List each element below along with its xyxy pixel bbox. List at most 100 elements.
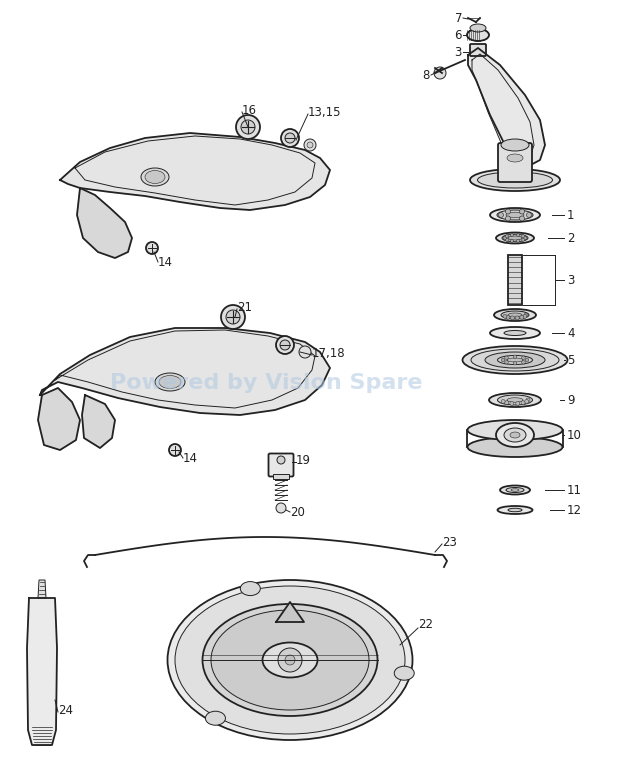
Circle shape — [510, 402, 514, 405]
Circle shape — [241, 120, 255, 134]
Circle shape — [517, 233, 519, 236]
Polygon shape — [468, 48, 545, 168]
Polygon shape — [77, 188, 132, 258]
Ellipse shape — [506, 487, 524, 493]
Circle shape — [521, 235, 525, 238]
Ellipse shape — [504, 330, 526, 336]
Circle shape — [523, 314, 527, 318]
Ellipse shape — [485, 352, 545, 368]
Text: 14: 14 — [158, 256, 173, 269]
Text: 7: 7 — [455, 11, 462, 24]
Ellipse shape — [206, 711, 225, 725]
Ellipse shape — [467, 420, 563, 440]
Circle shape — [236, 115, 260, 139]
Circle shape — [285, 133, 295, 143]
Ellipse shape — [501, 139, 529, 151]
FancyBboxPatch shape — [269, 454, 293, 477]
Ellipse shape — [262, 643, 318, 678]
Ellipse shape — [168, 580, 413, 740]
Polygon shape — [60, 133, 330, 210]
Text: 16: 16 — [242, 103, 257, 116]
Ellipse shape — [471, 349, 559, 371]
FancyBboxPatch shape — [508, 255, 522, 305]
Text: 10: 10 — [567, 428, 582, 441]
Ellipse shape — [497, 210, 533, 220]
Polygon shape — [27, 598, 57, 745]
Text: 3: 3 — [567, 274, 575, 287]
FancyBboxPatch shape — [273, 474, 289, 479]
Ellipse shape — [141, 168, 169, 186]
Text: 23: 23 — [442, 536, 457, 549]
Ellipse shape — [240, 581, 260, 596]
Ellipse shape — [507, 358, 523, 362]
Circle shape — [526, 213, 531, 217]
Text: 1: 1 — [567, 209, 575, 222]
Ellipse shape — [467, 437, 563, 457]
Circle shape — [511, 316, 514, 320]
Ellipse shape — [496, 233, 534, 243]
Ellipse shape — [508, 508, 522, 512]
Circle shape — [522, 356, 525, 360]
Text: 21: 21 — [237, 301, 252, 314]
Ellipse shape — [508, 236, 522, 240]
Text: 4: 4 — [567, 327, 575, 340]
Circle shape — [524, 313, 528, 317]
Ellipse shape — [175, 586, 405, 734]
Text: 5: 5 — [567, 353, 575, 366]
FancyBboxPatch shape — [498, 143, 532, 182]
Text: 2: 2 — [567, 232, 575, 245]
Circle shape — [523, 236, 526, 239]
Text: 20: 20 — [290, 506, 305, 519]
Circle shape — [221, 305, 245, 329]
Text: 13,15: 13,15 — [308, 106, 342, 119]
Circle shape — [519, 209, 525, 214]
Circle shape — [504, 236, 507, 239]
Ellipse shape — [508, 313, 522, 317]
Polygon shape — [82, 395, 115, 448]
Ellipse shape — [203, 604, 377, 716]
Circle shape — [276, 503, 286, 513]
Ellipse shape — [145, 171, 165, 184]
Circle shape — [299, 346, 311, 358]
Circle shape — [520, 315, 524, 319]
Polygon shape — [276, 602, 304, 622]
Ellipse shape — [490, 327, 540, 339]
Circle shape — [285, 655, 295, 665]
Circle shape — [505, 238, 509, 241]
Circle shape — [521, 401, 525, 405]
Ellipse shape — [497, 356, 533, 364]
Ellipse shape — [497, 395, 533, 405]
Ellipse shape — [510, 432, 520, 438]
Circle shape — [515, 316, 519, 320]
Circle shape — [517, 239, 519, 243]
Ellipse shape — [501, 311, 529, 319]
Circle shape — [307, 142, 313, 148]
Circle shape — [521, 238, 525, 241]
Circle shape — [277, 456, 285, 464]
Ellipse shape — [507, 154, 523, 162]
Text: 11: 11 — [567, 483, 582, 496]
Ellipse shape — [496, 423, 534, 447]
Ellipse shape — [489, 393, 541, 407]
Circle shape — [280, 340, 290, 350]
Text: Powered by Vision Spare: Powered by Vision Spare — [110, 373, 422, 393]
Circle shape — [304, 139, 316, 151]
Circle shape — [505, 216, 511, 221]
Circle shape — [506, 315, 510, 319]
Ellipse shape — [467, 29, 489, 41]
Circle shape — [511, 233, 514, 236]
Text: 6: 6 — [455, 28, 462, 41]
Circle shape — [434, 67, 446, 79]
Circle shape — [146, 242, 158, 254]
Ellipse shape — [470, 24, 486, 32]
Circle shape — [501, 399, 505, 403]
Ellipse shape — [159, 376, 181, 389]
Circle shape — [513, 361, 517, 365]
Circle shape — [511, 239, 514, 243]
Polygon shape — [38, 580, 46, 598]
Text: 3: 3 — [455, 45, 462, 58]
Circle shape — [278, 648, 302, 672]
Circle shape — [503, 314, 507, 318]
Circle shape — [519, 216, 525, 221]
Ellipse shape — [511, 489, 519, 491]
